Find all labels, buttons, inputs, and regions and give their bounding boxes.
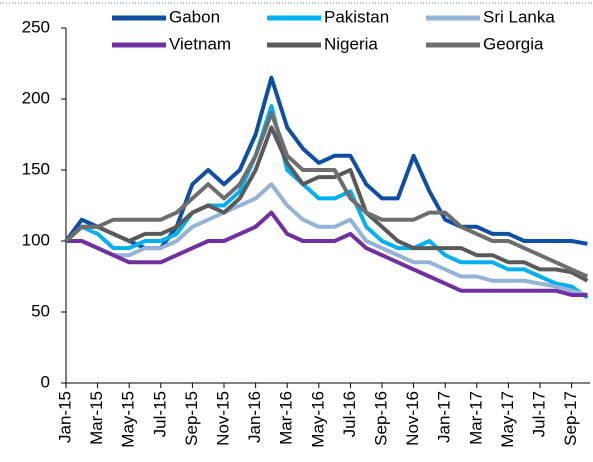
x-tick-label: Mar-16 bbox=[277, 391, 296, 445]
y-tick-label: 150 bbox=[22, 159, 50, 178]
legend-label: Sri Lanka bbox=[483, 7, 555, 26]
x-tick-label: Nov-15 bbox=[213, 391, 232, 446]
x-tick-label: Sep-16 bbox=[371, 391, 390, 446]
x-tick-label: Sep-15 bbox=[182, 391, 201, 446]
line-series bbox=[64, 111, 589, 279]
legend-label: Nigeria bbox=[324, 34, 378, 53]
line-series bbox=[64, 125, 589, 283]
x-tick-label: Jul-15 bbox=[150, 391, 169, 437]
x-tick-label: Mar-15 bbox=[87, 391, 106, 445]
x-tick-label: Jan-17 bbox=[435, 391, 454, 443]
line-series bbox=[64, 75, 588, 251]
x-tick-label: Jan-16 bbox=[245, 391, 264, 443]
y-tick-label: 250 bbox=[22, 17, 50, 36]
y-tick-label: 100 bbox=[22, 230, 50, 249]
line-series bbox=[66, 210, 588, 297]
x-tick-label: May-17 bbox=[498, 391, 517, 448]
x-tick-label: Sep-17 bbox=[561, 391, 580, 446]
legend-label: Georgia bbox=[483, 34, 544, 53]
x-tick-label: Jul-16 bbox=[340, 391, 359, 437]
x-tick-label: May-15 bbox=[119, 391, 138, 448]
line-series bbox=[64, 104, 589, 300]
legend-label: Pakistan bbox=[324, 7, 389, 26]
legend-label: Gabon bbox=[169, 7, 220, 26]
y-tick-label: 200 bbox=[22, 88, 50, 107]
y-tick-label: 0 bbox=[41, 372, 50, 391]
x-tick-label: Jul-17 bbox=[529, 391, 548, 437]
x-tick-label: Nov-16 bbox=[403, 391, 422, 446]
line-series bbox=[66, 182, 588, 297]
x-tick-label: Jan-15 bbox=[55, 391, 74, 443]
x-tick-label: May-16 bbox=[308, 391, 327, 448]
x-tick-label: Mar-17 bbox=[466, 391, 485, 445]
legend-label: Vietnam bbox=[169, 34, 231, 53]
y-tick-label: 50 bbox=[31, 301, 50, 320]
